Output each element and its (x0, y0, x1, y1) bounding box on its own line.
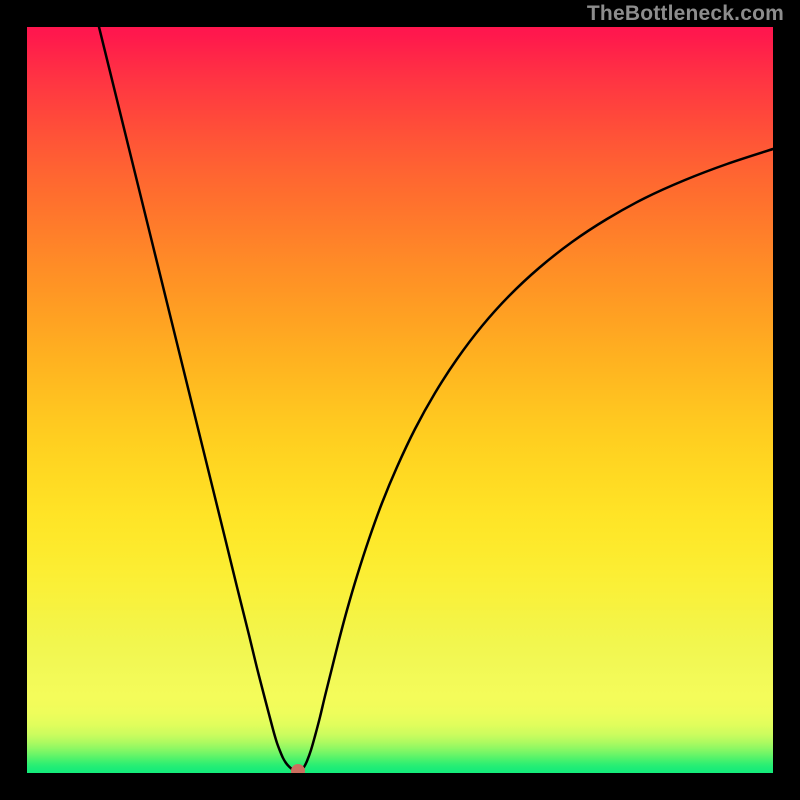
chart-frame: TheBottleneck.com (0, 0, 800, 800)
background-gradient (27, 27, 773, 773)
watermark-text: TheBottleneck.com (587, 2, 784, 26)
minimum-marker (291, 764, 305, 773)
plot-area (27, 27, 773, 773)
